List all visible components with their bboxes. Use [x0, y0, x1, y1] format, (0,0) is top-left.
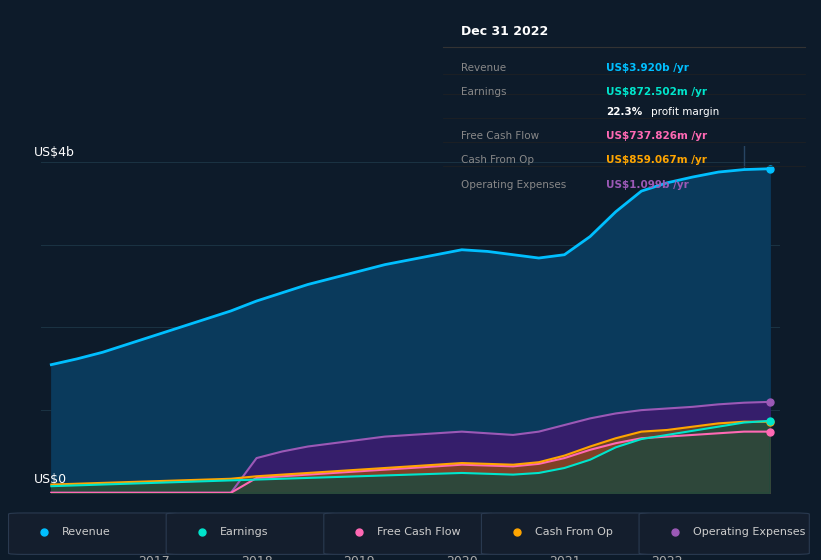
- Text: Earnings: Earnings: [220, 527, 268, 537]
- FancyBboxPatch shape: [166, 513, 337, 554]
- Text: Revenue: Revenue: [62, 527, 111, 537]
- Text: 2020: 2020: [446, 556, 478, 560]
- Text: Free Cash Flow: Free Cash Flow: [461, 131, 539, 141]
- Text: Operating Expenses: Operating Expenses: [693, 527, 805, 537]
- FancyBboxPatch shape: [323, 513, 494, 554]
- Text: Operating Expenses: Operating Expenses: [461, 180, 566, 190]
- Text: 22.3%: 22.3%: [606, 107, 642, 117]
- Text: Revenue: Revenue: [461, 63, 507, 73]
- FancyBboxPatch shape: [8, 513, 179, 554]
- Text: US$859.067m /yr: US$859.067m /yr: [606, 155, 707, 165]
- Text: US$872.502m /yr: US$872.502m /yr: [606, 87, 707, 97]
- Text: profit margin: profit margin: [651, 107, 719, 117]
- Text: US$737.826m /yr: US$737.826m /yr: [606, 131, 707, 141]
- Text: 2017: 2017: [138, 556, 170, 560]
- Text: Cash From Op: Cash From Op: [535, 527, 613, 537]
- Text: Earnings: Earnings: [461, 87, 507, 97]
- Text: Cash From Op: Cash From Op: [461, 155, 534, 165]
- Text: Free Cash Flow: Free Cash Flow: [378, 527, 461, 537]
- Text: US$3.920b /yr: US$3.920b /yr: [606, 63, 689, 73]
- Text: US$4b: US$4b: [34, 146, 75, 158]
- Text: Dec 31 2022: Dec 31 2022: [461, 25, 548, 38]
- Text: US$0: US$0: [34, 473, 67, 486]
- Text: US$1.099b /yr: US$1.099b /yr: [606, 180, 689, 190]
- Text: 2021: 2021: [548, 556, 580, 560]
- Text: 2019: 2019: [343, 556, 375, 560]
- Text: 2022: 2022: [651, 556, 683, 560]
- Text: 2018: 2018: [241, 556, 273, 560]
- FancyBboxPatch shape: [481, 513, 652, 554]
- FancyBboxPatch shape: [639, 513, 810, 554]
